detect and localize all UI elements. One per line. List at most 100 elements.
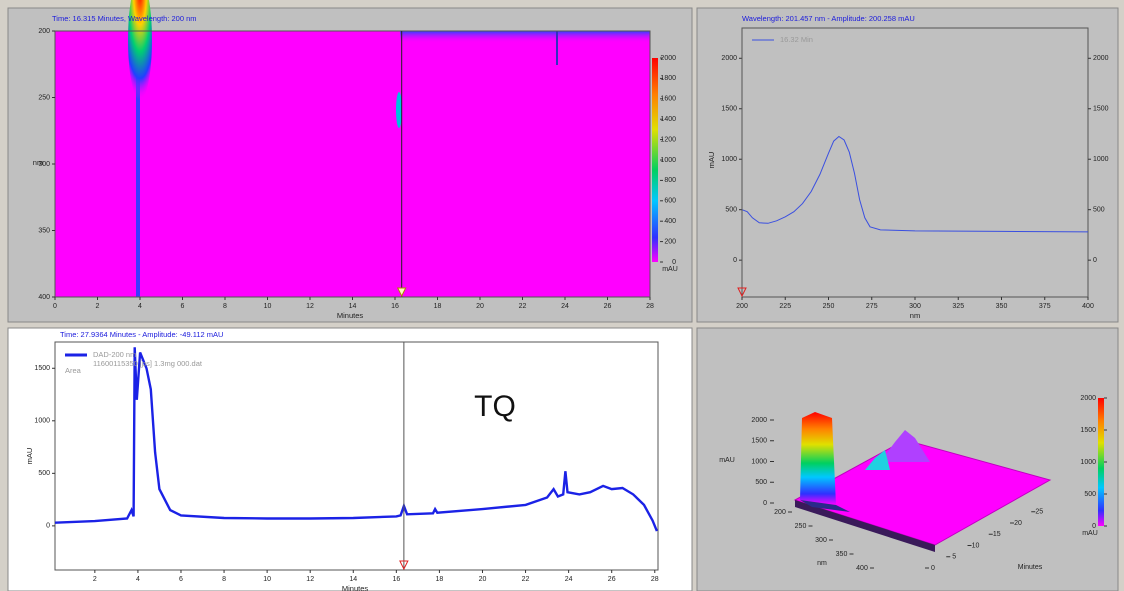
- data-line: [741, 135, 1089, 233]
- x-tick-label: 12: [306, 576, 314, 583]
- colorbar-tick-label: 600: [664, 198, 676, 205]
- y-tick-label: 1000: [1093, 156, 1109, 163]
- y-tick-label: 250: [795, 523, 807, 530]
- x-tick-label: 18: [434, 303, 442, 310]
- x-tick-label: 275: [866, 303, 878, 310]
- y-tick-label: 2000: [721, 55, 737, 62]
- y-tick-label: 400: [856, 565, 868, 572]
- y-tick-label: 1000: [34, 418, 50, 425]
- x-tick-label: 6: [179, 576, 183, 583]
- chart-title: Wavelength: 201.457 nm - Amplitude: 200.…: [742, 14, 915, 23]
- x-tick-label: 0: [53, 303, 57, 310]
- cursor-marker: [399, 560, 409, 571]
- x-tick-label: 24: [565, 576, 573, 583]
- y-tick-label: 1500: [721, 106, 737, 113]
- z-tick-label: 1500: [751, 438, 767, 445]
- x-axis-label: Minutes: [1018, 564, 1043, 571]
- y-tick-label: 300: [38, 161, 50, 168]
- y-tick-label: 0: [733, 257, 737, 264]
- heatmap-band: [400, 31, 650, 43]
- heatmap-peak: [128, 0, 152, 100]
- x-tick-label: 26: [608, 576, 616, 583]
- y-tick-label: 1000: [721, 156, 737, 163]
- legend-note: Area: [65, 366, 82, 375]
- z-tick-label: 1000: [751, 458, 767, 465]
- heatmap-streak: [556, 31, 558, 65]
- colorbar-tick-label: 500: [1084, 491, 1096, 498]
- heatmap-area: [55, 31, 650, 297]
- y-tick-label: 350: [38, 227, 50, 234]
- x-tick-label: 8: [222, 576, 226, 583]
- x-tick-label: 400: [1082, 303, 1094, 310]
- y-tick-label: 500: [1093, 207, 1105, 214]
- x-tick-label: 350: [996, 303, 1008, 310]
- y-tick-label: 0: [1093, 257, 1097, 264]
- colorbar-tick-label: 2000: [660, 55, 676, 62]
- x-tick-label: 24: [561, 303, 569, 310]
- chart-title: Time: 16.315 Minutes, Wavelength: 200 nm: [52, 14, 197, 23]
- colorbar-tick-label: 2000: [1080, 395, 1096, 402]
- y-tick-label: 200: [774, 509, 786, 516]
- x-tick-label: 10: [264, 303, 272, 310]
- colorbar-tick-label: 0: [1092, 523, 1096, 530]
- colorbar-tick-label: 1500: [1080, 427, 1096, 434]
- x-tick-label: 375: [1039, 303, 1051, 310]
- colorbar: [652, 58, 658, 262]
- colorbar: [1098, 398, 1104, 526]
- heatmap-peak: [396, 92, 402, 128]
- x-tick-label: 16: [391, 303, 399, 310]
- surface-peak: [800, 412, 836, 505]
- x-tick-label: 10: [263, 576, 271, 583]
- x-tick-label: 8: [223, 303, 227, 310]
- x-tick-label: 225: [779, 303, 791, 310]
- y-tick-label: 400: [38, 294, 50, 301]
- y-axis-label: nm: [817, 560, 827, 567]
- x-tick-label: 6: [181, 303, 185, 310]
- y-tick-label: 250: [38, 94, 50, 101]
- y-axis-label: mAU: [25, 448, 34, 465]
- x-axis-label: nm: [910, 311, 920, 320]
- annotation: TQ: [474, 390, 516, 423]
- colorbar-tick-label: 1000: [660, 157, 676, 164]
- x-tick-label: 18: [436, 576, 444, 583]
- cursor-marker: [737, 287, 747, 298]
- colorbar-label: mAU: [1082, 530, 1098, 537]
- x-axis-label: Minutes: [337, 311, 364, 320]
- plot-frame: [54, 341, 659, 571]
- x-tick-label: 250: [823, 303, 835, 310]
- y-tick-label: 1500: [34, 365, 50, 372]
- x-axis-label: Minutes: [342, 584, 369, 591]
- surface-shadow: [800, 500, 850, 512]
- cursor-marker: [396, 287, 407, 298]
- z-tick-label: 2000: [751, 417, 767, 424]
- x-tick-label: 15: [993, 531, 1001, 538]
- colorbar-tick-label: 1600: [660, 96, 676, 103]
- x-tick-label: 20: [479, 576, 487, 583]
- colorbar-tick-label: 1200: [660, 136, 676, 143]
- x-tick-label: 26: [604, 303, 612, 310]
- surface-peak: [865, 450, 890, 470]
- x-tick-label: 2: [96, 303, 100, 310]
- y-tick-label: 200: [38, 28, 50, 35]
- x-tick-label: 300: [909, 303, 921, 310]
- x-tick-label: 5: [952, 554, 956, 561]
- chart-title: Time: 27.9364 Minutes - Amplitude: -49.1…: [60, 330, 223, 339]
- y-tick-label: 350: [836, 551, 848, 558]
- colorbar-tick-label: 800: [664, 177, 676, 184]
- legend-file: 11600115350 [ps] 1.3mg 000.dat: [93, 359, 203, 368]
- legend-label: DAD-200 nm: [93, 350, 136, 359]
- x-tick-label: 25: [1035, 509, 1043, 516]
- colorbar-tick-label: 400: [664, 218, 676, 225]
- y-tick-label: 2000: [1093, 55, 1109, 62]
- y-tick-label: 300: [815, 537, 827, 544]
- colorbar-label: mAU: [662, 266, 678, 273]
- x-tick-label: 14: [349, 303, 357, 310]
- colorbar-tick-label: 0: [672, 259, 676, 266]
- colorbar-tick-label: 1400: [660, 116, 676, 123]
- x-tick-label: 22: [519, 303, 527, 310]
- y-tick-label: 500: [38, 470, 50, 477]
- x-tick-label: 200: [736, 303, 748, 310]
- y-axis-label: nm: [33, 158, 43, 167]
- x-tick-label: 4: [136, 576, 140, 583]
